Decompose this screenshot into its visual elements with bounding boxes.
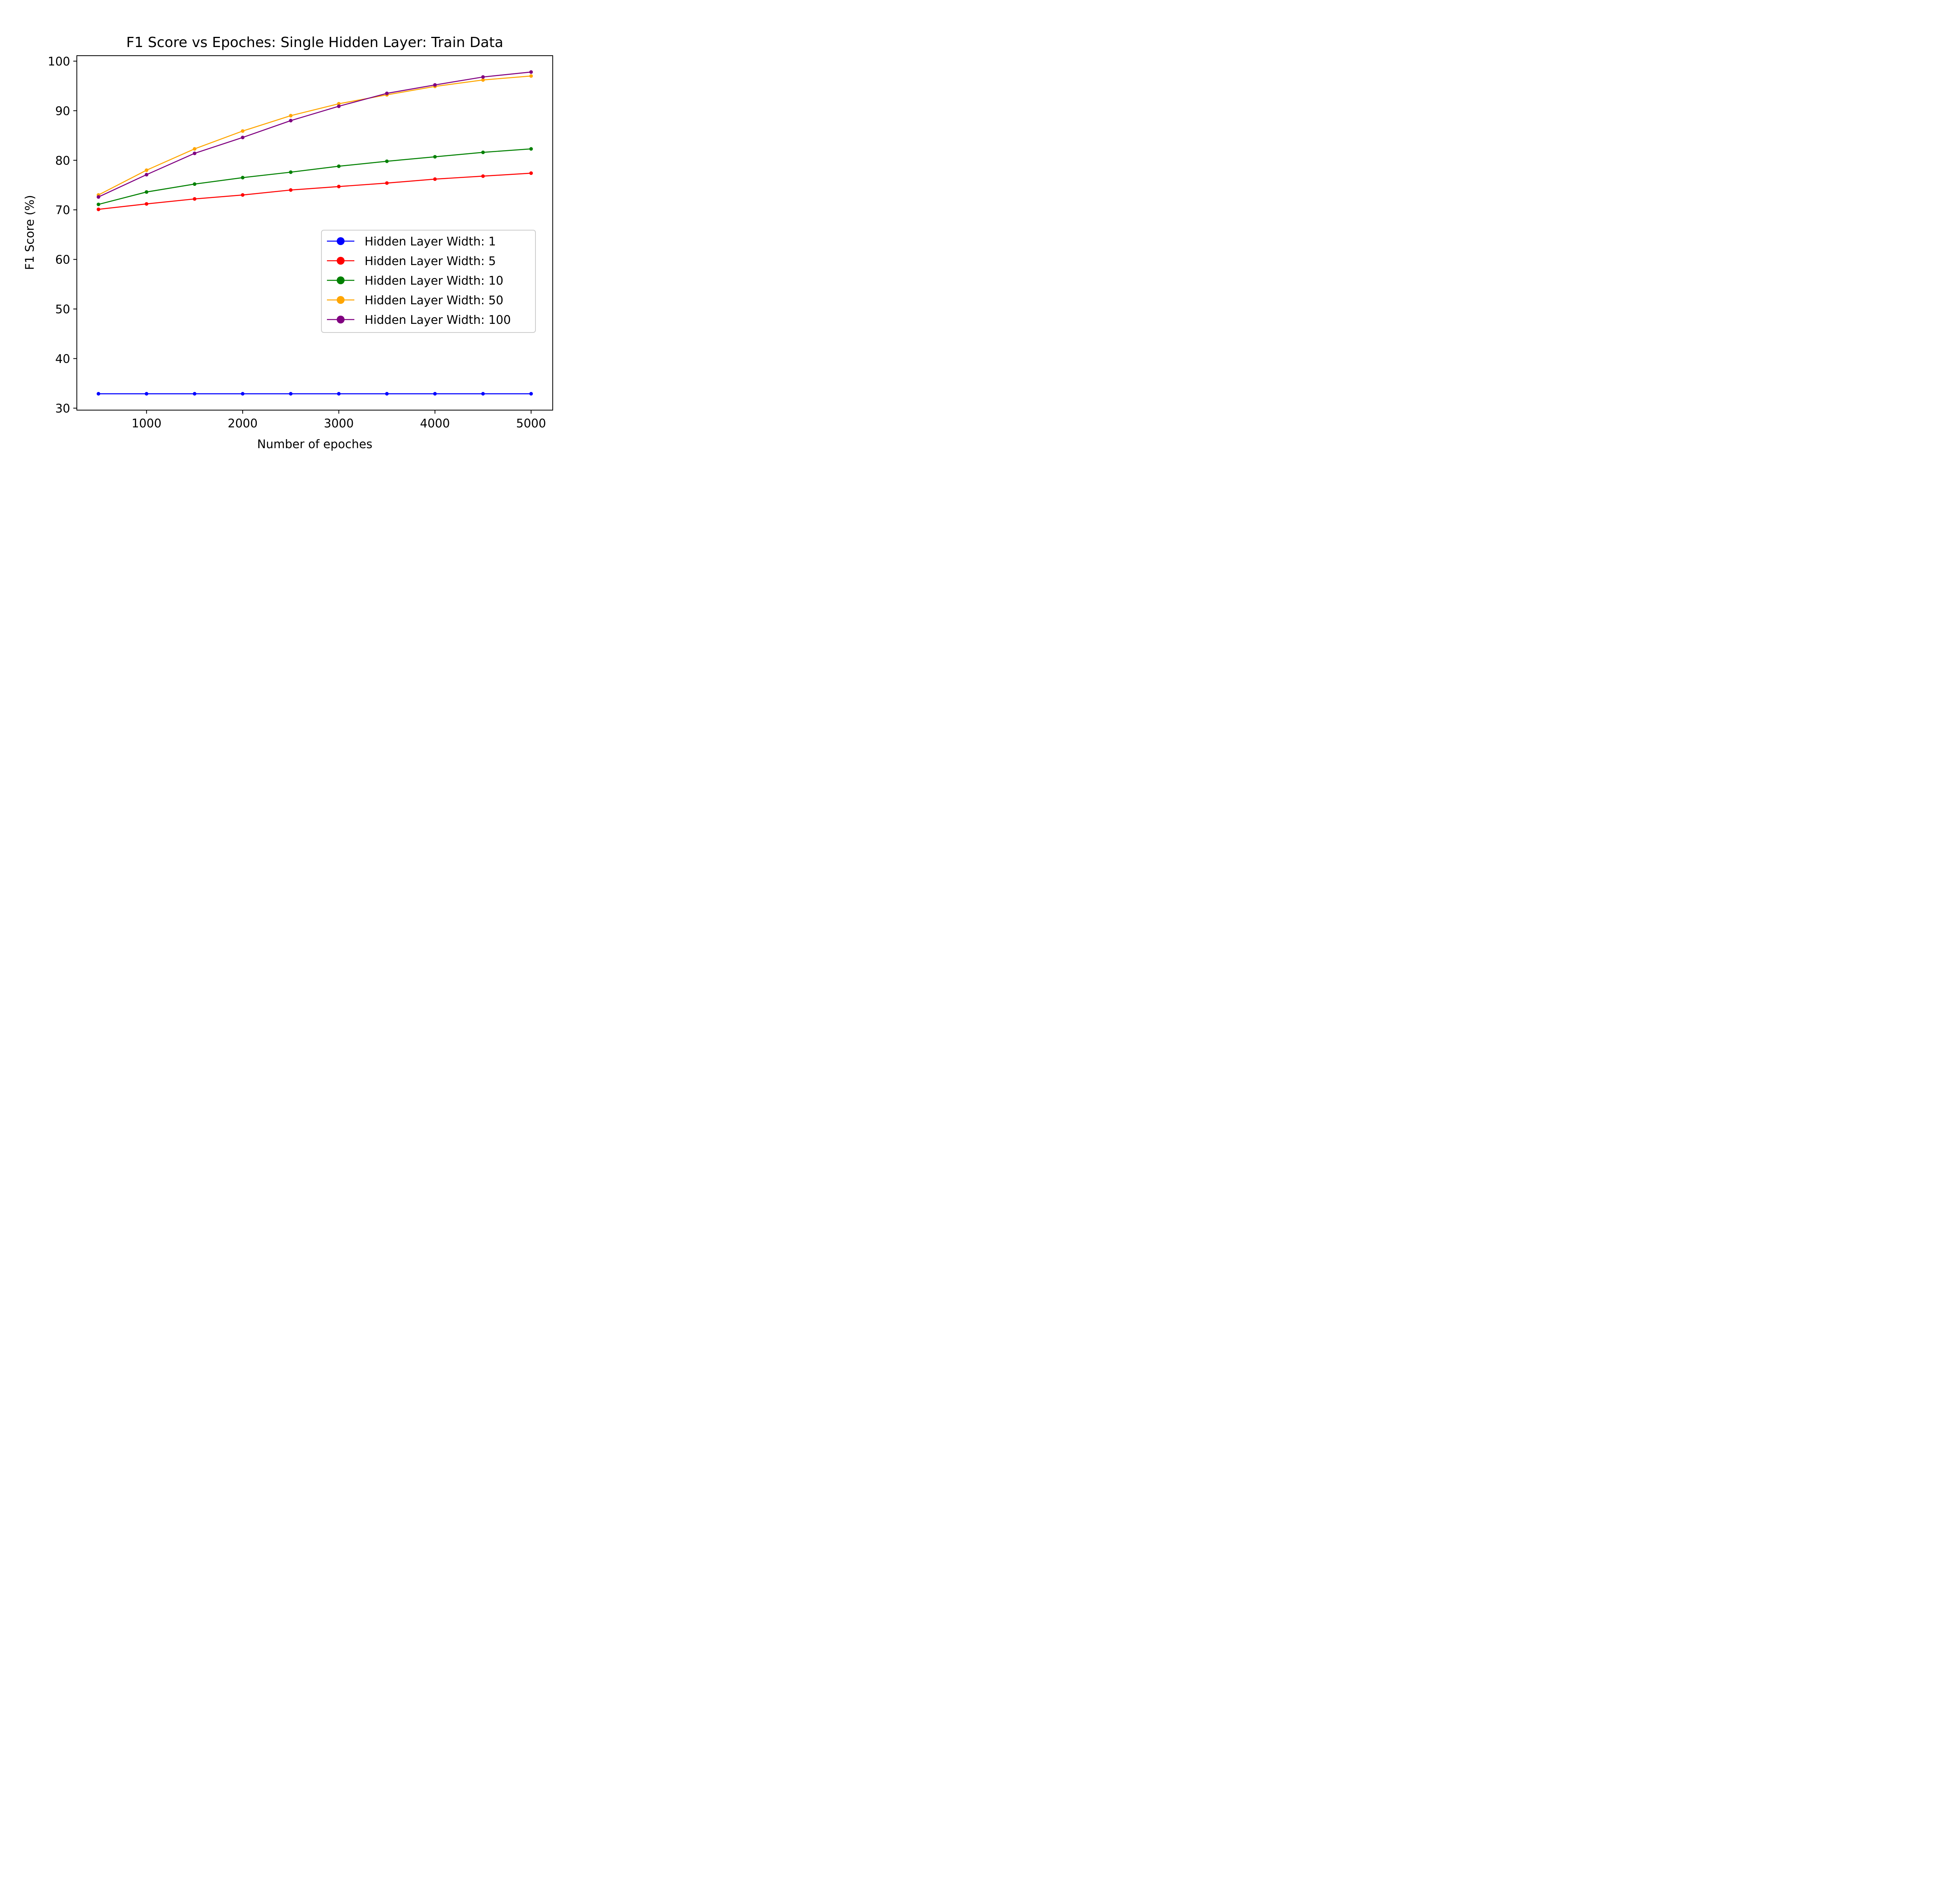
legend-entry: Hidden Layer Width: 10 <box>327 274 503 288</box>
data-point <box>385 91 389 95</box>
data-point <box>96 195 100 199</box>
data-point <box>289 188 293 192</box>
series-3 <box>96 147 533 206</box>
data-point <box>337 164 341 168</box>
legend-marker <box>337 316 345 323</box>
data-point <box>192 182 197 186</box>
y-tick-label: 100 <box>48 55 70 69</box>
data-point <box>192 147 197 151</box>
series-line <box>98 173 532 210</box>
legend-label: Hidden Layer Width: 50 <box>365 294 503 307</box>
data-point <box>481 150 485 154</box>
series-4 <box>96 74 533 197</box>
series-2 <box>96 171 533 211</box>
y-tick-label: 40 <box>55 352 70 366</box>
y-tick-label: 90 <box>55 104 70 118</box>
y-axis: 30 40 50 60 70 80 90 100 <box>48 55 77 416</box>
y-tick-label: 70 <box>55 203 70 217</box>
line-chart: F1 Score vs Epoches: Single Hidden Layer… <box>0 0 604 455</box>
data-point <box>337 392 341 396</box>
data-point <box>192 151 197 155</box>
data-point <box>385 181 389 185</box>
data-point <box>192 392 197 396</box>
data-point <box>289 170 293 174</box>
legend-entry: Hidden Layer Width: 1 <box>327 235 496 249</box>
legend-marker <box>337 296 345 304</box>
x-tick-label: 4000 <box>420 417 450 431</box>
data-point <box>433 155 437 159</box>
data-point <box>289 392 293 396</box>
x-axis: 1000 2000 3000 4000 5000 <box>132 410 546 431</box>
data-point <box>433 83 437 87</box>
data-point <box>337 102 341 106</box>
legend-box <box>321 230 536 333</box>
data-point <box>145 168 149 172</box>
x-tick-label: 3000 <box>324 417 354 431</box>
data-point <box>192 197 197 201</box>
legend-label: Hidden Layer Width: 5 <box>365 254 496 268</box>
chart-background <box>0 0 604 455</box>
series-line <box>98 75 532 196</box>
data-point <box>481 75 485 79</box>
data-point <box>529 70 533 74</box>
y-tick-label: 80 <box>55 154 70 168</box>
data-point <box>145 190 149 194</box>
x-axis-label: Number of epoches <box>257 438 372 451</box>
data-point <box>241 392 245 396</box>
legend-marker <box>337 257 345 265</box>
data-point <box>529 171 533 175</box>
data-point <box>289 119 293 123</box>
chart-title: F1 Score vs Epoches: Single Hidden Layer… <box>126 35 503 51</box>
legend-label: Hidden Layer Width: 10 <box>365 274 503 288</box>
data-point <box>241 176 245 180</box>
data-point <box>241 136 245 140</box>
data-point <box>529 392 533 396</box>
data-point <box>145 202 149 206</box>
series-line <box>98 71 532 198</box>
data-point <box>337 185 341 189</box>
y-axis-label: F1 Score (%) <box>23 195 37 270</box>
data-point <box>481 174 485 178</box>
data-point <box>433 392 437 396</box>
series-layer <box>96 70 533 396</box>
data-point <box>481 392 485 396</box>
data-point <box>481 78 485 82</box>
data-point <box>145 173 149 177</box>
legend-entry: Hidden Layer Width: 50 <box>327 294 503 307</box>
data-point <box>529 147 533 151</box>
data-point <box>241 129 245 133</box>
series-1 <box>96 392 533 396</box>
legend: Hidden Layer Width: 1 Hidden Layer Width:… <box>321 230 536 333</box>
y-tick-label: 50 <box>55 303 70 316</box>
data-point <box>96 202 100 206</box>
plot-area <box>76 55 553 411</box>
data-point <box>145 392 149 396</box>
data-point <box>529 74 533 78</box>
data-point <box>385 392 389 396</box>
series-line <box>98 148 532 205</box>
data-point <box>289 114 293 118</box>
x-tick-label: 2000 <box>228 417 258 431</box>
legend-marker <box>337 237 345 245</box>
y-tick-label: 30 <box>55 402 70 416</box>
data-point <box>96 392 100 396</box>
data-point <box>385 159 389 163</box>
y-tick-label: 60 <box>55 253 70 267</box>
legend-label: Hidden Layer Width: 100 <box>365 313 511 327</box>
x-tick-label: 1000 <box>132 417 162 431</box>
x-tick-label: 5000 <box>516 417 546 431</box>
axes-frame <box>76 55 553 411</box>
series-5 <box>96 70 533 199</box>
legend-entry: Hidden Layer Width: 5 <box>327 254 496 268</box>
legend-entry: Hidden Layer Width: 100 <box>327 313 511 327</box>
legend-marker <box>337 276 345 284</box>
data-point <box>433 177 437 181</box>
data-point <box>241 193 245 197</box>
legend-label: Hidden Layer Width: 1 <box>365 235 496 249</box>
data-point <box>96 207 100 211</box>
data-point <box>337 104 341 108</box>
